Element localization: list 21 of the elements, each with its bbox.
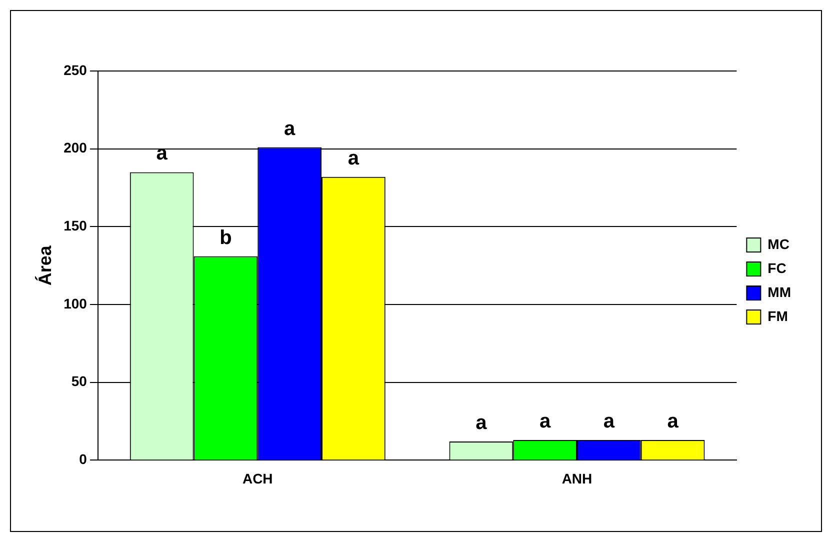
data-label: a bbox=[476, 412, 488, 434]
x-tick-label: ACH bbox=[242, 470, 273, 486]
data-label: b bbox=[220, 226, 232, 249]
data-label: a bbox=[540, 410, 552, 432]
data-label: a bbox=[284, 118, 296, 140]
data-label: a bbox=[667, 410, 680, 432]
y-tick-label: 0 bbox=[79, 451, 88, 468]
y-tick-label: 50 bbox=[71, 373, 88, 390]
legend-label: FM bbox=[768, 308, 788, 324]
y-axis-title: Área bbox=[34, 244, 55, 286]
x-tick-label: ANH bbox=[562, 470, 592, 486]
y-tick-label: 150 bbox=[64, 218, 88, 234]
y-tick-label: 250 bbox=[64, 62, 88, 78]
data-label: a bbox=[156, 142, 168, 165]
data-label: a bbox=[603, 410, 616, 432]
legend-label: MM bbox=[768, 284, 792, 300]
legend-label: FC bbox=[768, 260, 786, 276]
y-tick-label: 200 bbox=[64, 140, 88, 156]
y-tick-label: 100 bbox=[64, 295, 88, 312]
data-label: a bbox=[348, 147, 360, 170]
legend-label: MC bbox=[768, 236, 790, 252]
